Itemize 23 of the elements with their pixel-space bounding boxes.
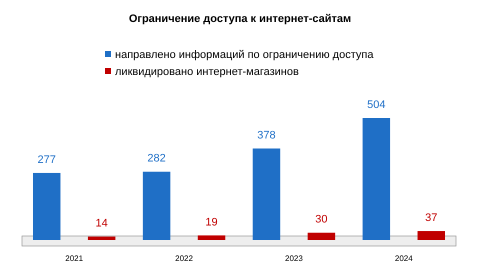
legend-label: ликвидировано интернет-магазинов [115,66,299,78]
data-label: 378 [257,130,276,142]
data-label: 504 [367,99,386,111]
data-label: 282 [147,152,166,165]
data-label: 37 [425,212,438,224]
data-label: 19 [205,216,218,228]
x-tick-label: 2022 [175,254,194,263]
data-label: 30 [315,214,328,226]
bar [142,172,170,240]
data-label: 14 [96,218,108,230]
bar [88,236,116,240]
x-tick-label: 2021 [65,254,84,263]
legend-label: направлено информаций по ограничению доступа [115,49,374,61]
data-label: 277 [38,154,56,166]
x-tick-label: 2023 [285,254,304,263]
chart-title: Ограничение доступа к интернет-сайтам [128,13,352,25]
bar [362,118,390,240]
bar [418,231,446,240]
bar [198,235,226,240]
bar [252,148,280,240]
bar [32,172,60,240]
bar [308,232,336,240]
x-tick-label: 2024 [394,254,414,263]
